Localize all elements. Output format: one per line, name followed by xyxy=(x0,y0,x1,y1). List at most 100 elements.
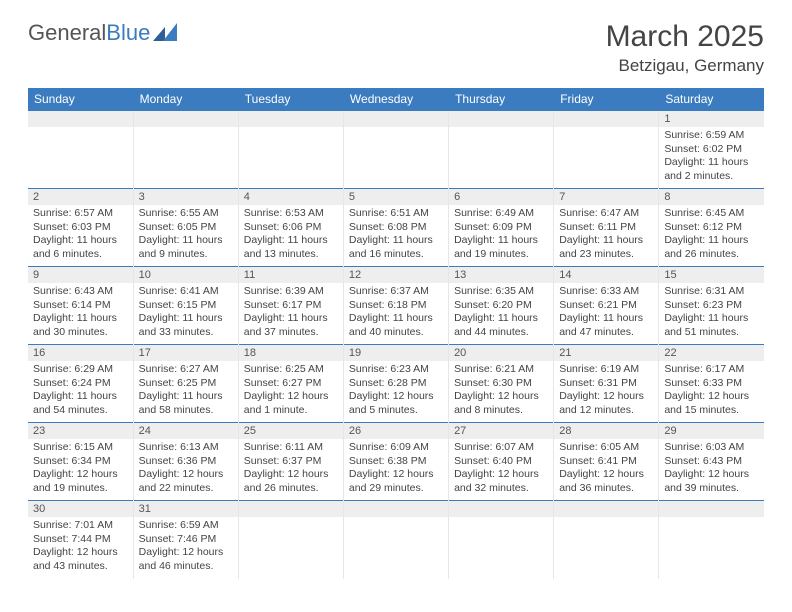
calendar-cell: 24Sunrise: 6:13 AMSunset: 6:36 PMDayligh… xyxy=(133,423,238,501)
day-number-empty xyxy=(449,111,553,127)
day-info: Sunrise: 6:11 AMSunset: 6:37 PMDaylight:… xyxy=(239,439,343,498)
sunset-text: Sunset: 6:03 PM xyxy=(33,221,128,235)
daylight-text: Daylight: 12 hours and 46 minutes. xyxy=(139,546,233,573)
sunrise-text: Sunrise: 6:29 AM xyxy=(33,363,128,377)
day-info: Sunrise: 6:51 AMSunset: 6:08 PMDaylight:… xyxy=(344,205,448,264)
day-info: Sunrise: 6:31 AMSunset: 6:23 PMDaylight:… xyxy=(659,283,764,342)
day-info: Sunrise: 6:37 AMSunset: 6:18 PMDaylight:… xyxy=(344,283,448,342)
calendar-cell: 30Sunrise: 7:01 AMSunset: 7:44 PMDayligh… xyxy=(28,501,133,579)
daylight-text: Daylight: 12 hours and 22 minutes. xyxy=(139,468,233,495)
day-number: 11 xyxy=(239,267,343,283)
sunset-text: Sunset: 6:20 PM xyxy=(454,299,548,313)
daylight-text: Daylight: 12 hours and 5 minutes. xyxy=(349,390,443,417)
calendar-cell: 9Sunrise: 6:43 AMSunset: 6:14 PMDaylight… xyxy=(28,267,133,345)
day-number: 29 xyxy=(659,423,764,439)
calendar-row: 9Sunrise: 6:43 AMSunset: 6:14 PMDaylight… xyxy=(28,267,764,345)
calendar-cell: 23Sunrise: 6:15 AMSunset: 6:34 PMDayligh… xyxy=(28,423,133,501)
sunset-text: Sunset: 6:14 PM xyxy=(33,299,128,313)
day-header: Saturday xyxy=(659,88,764,111)
sunset-text: Sunset: 6:27 PM xyxy=(244,377,338,391)
sunset-text: Sunset: 6:05 PM xyxy=(139,221,233,235)
logo-text-1: General xyxy=(28,20,106,46)
sunrise-text: Sunrise: 6:45 AM xyxy=(664,207,759,221)
daylight-text: Daylight: 11 hours and 2 minutes. xyxy=(664,156,759,183)
sunset-text: Sunset: 6:41 PM xyxy=(559,455,653,469)
calendar-cell xyxy=(133,111,238,189)
calendar-row: 16Sunrise: 6:29 AMSunset: 6:24 PMDayligh… xyxy=(28,345,764,423)
calendar-cell: 1Sunrise: 6:59 AMSunset: 6:02 PMDaylight… xyxy=(659,111,764,189)
day-info: Sunrise: 6:03 AMSunset: 6:43 PMDaylight:… xyxy=(659,439,764,498)
day-number: 12 xyxy=(344,267,448,283)
day-info: Sunrise: 6:09 AMSunset: 6:38 PMDaylight:… xyxy=(344,439,448,498)
day-header: Monday xyxy=(133,88,238,111)
sunrise-text: Sunrise: 6:15 AM xyxy=(33,441,128,455)
day-number: 20 xyxy=(449,345,553,361)
calendar-cell xyxy=(28,111,133,189)
calendar-table: SundayMondayTuesdayWednesdayThursdayFrid… xyxy=(28,88,764,579)
calendar-cell xyxy=(554,501,659,579)
day-info: Sunrise: 6:29 AMSunset: 6:24 PMDaylight:… xyxy=(28,361,133,420)
calendar-cell: 21Sunrise: 6:19 AMSunset: 6:31 PMDayligh… xyxy=(554,345,659,423)
calendar-cell: 11Sunrise: 6:39 AMSunset: 6:17 PMDayligh… xyxy=(238,267,343,345)
day-info: Sunrise: 6:41 AMSunset: 6:15 PMDaylight:… xyxy=(134,283,238,342)
day-number: 13 xyxy=(449,267,553,283)
day-info: Sunrise: 7:01 AMSunset: 7:44 PMDaylight:… xyxy=(28,517,133,576)
day-number: 17 xyxy=(134,345,238,361)
calendar-cell: 13Sunrise: 6:35 AMSunset: 6:20 PMDayligh… xyxy=(449,267,554,345)
calendar-cell xyxy=(659,501,764,579)
day-number: 30 xyxy=(28,501,133,517)
day-number-empty xyxy=(239,501,343,517)
calendar-cell xyxy=(238,501,343,579)
day-number: 23 xyxy=(28,423,133,439)
day-number: 21 xyxy=(554,345,658,361)
sunset-text: Sunset: 6:02 PM xyxy=(664,143,759,157)
daylight-text: Daylight: 12 hours and 32 minutes. xyxy=(454,468,548,495)
calendar-cell xyxy=(343,501,448,579)
header: GeneralBlue March 2025 Betzigau, Germany xyxy=(28,20,764,76)
sunrise-text: Sunrise: 7:01 AM xyxy=(33,519,128,533)
day-info: Sunrise: 6:17 AMSunset: 6:33 PMDaylight:… xyxy=(659,361,764,420)
sunset-text: Sunset: 6:24 PM xyxy=(33,377,128,391)
calendar-cell: 12Sunrise: 6:37 AMSunset: 6:18 PMDayligh… xyxy=(343,267,448,345)
calendar-row: 2Sunrise: 6:57 AMSunset: 6:03 PMDaylight… xyxy=(28,189,764,267)
day-number: 31 xyxy=(134,501,238,517)
sunrise-text: Sunrise: 6:37 AM xyxy=(349,285,443,299)
day-number: 19 xyxy=(344,345,448,361)
day-info: Sunrise: 6:55 AMSunset: 6:05 PMDaylight:… xyxy=(134,205,238,264)
day-number-empty xyxy=(28,111,133,127)
daylight-text: Daylight: 11 hours and 47 minutes. xyxy=(559,312,653,339)
calendar-cell: 10Sunrise: 6:41 AMSunset: 6:15 PMDayligh… xyxy=(133,267,238,345)
calendar-cell: 7Sunrise: 6:47 AMSunset: 6:11 PMDaylight… xyxy=(554,189,659,267)
day-number: 3 xyxy=(134,189,238,205)
sunset-text: Sunset: 7:46 PM xyxy=(139,533,233,547)
daylight-text: Daylight: 12 hours and 15 minutes. xyxy=(664,390,759,417)
day-number-empty xyxy=(344,501,448,517)
sunrise-text: Sunrise: 6:31 AM xyxy=(664,285,759,299)
day-number-empty xyxy=(554,111,658,127)
logo-text-2: Blue xyxy=(106,20,150,46)
day-info: Sunrise: 6:49 AMSunset: 6:09 PMDaylight:… xyxy=(449,205,553,264)
day-header: Wednesday xyxy=(343,88,448,111)
day-info: Sunrise: 6:45 AMSunset: 6:12 PMDaylight:… xyxy=(659,205,764,264)
day-number: 9 xyxy=(28,267,133,283)
day-number: 10 xyxy=(134,267,238,283)
sunset-text: Sunset: 7:44 PM xyxy=(33,533,128,547)
daylight-text: Daylight: 12 hours and 12 minutes. xyxy=(559,390,653,417)
day-number: 1 xyxy=(659,111,764,127)
day-info: Sunrise: 6:39 AMSunset: 6:17 PMDaylight:… xyxy=(239,283,343,342)
calendar-cell: 20Sunrise: 6:21 AMSunset: 6:30 PMDayligh… xyxy=(449,345,554,423)
sunrise-text: Sunrise: 6:53 AM xyxy=(244,207,338,221)
sunset-text: Sunset: 6:15 PM xyxy=(139,299,233,313)
day-info: Sunrise: 6:59 AMSunset: 7:46 PMDaylight:… xyxy=(134,517,238,576)
calendar-cell: 15Sunrise: 6:31 AMSunset: 6:23 PMDayligh… xyxy=(659,267,764,345)
sunset-text: Sunset: 6:09 PM xyxy=(454,221,548,235)
calendar-cell: 5Sunrise: 6:51 AMSunset: 6:08 PMDaylight… xyxy=(343,189,448,267)
daylight-text: Daylight: 12 hours and 8 minutes. xyxy=(454,390,548,417)
sunset-text: Sunset: 6:12 PM xyxy=(664,221,759,235)
daylight-text: Daylight: 12 hours and 43 minutes. xyxy=(33,546,128,573)
daylight-text: Daylight: 11 hours and 40 minutes. xyxy=(349,312,443,339)
sunset-text: Sunset: 6:36 PM xyxy=(139,455,233,469)
calendar-cell xyxy=(449,111,554,189)
calendar-cell: 28Sunrise: 6:05 AMSunset: 6:41 PMDayligh… xyxy=(554,423,659,501)
sunset-text: Sunset: 6:30 PM xyxy=(454,377,548,391)
